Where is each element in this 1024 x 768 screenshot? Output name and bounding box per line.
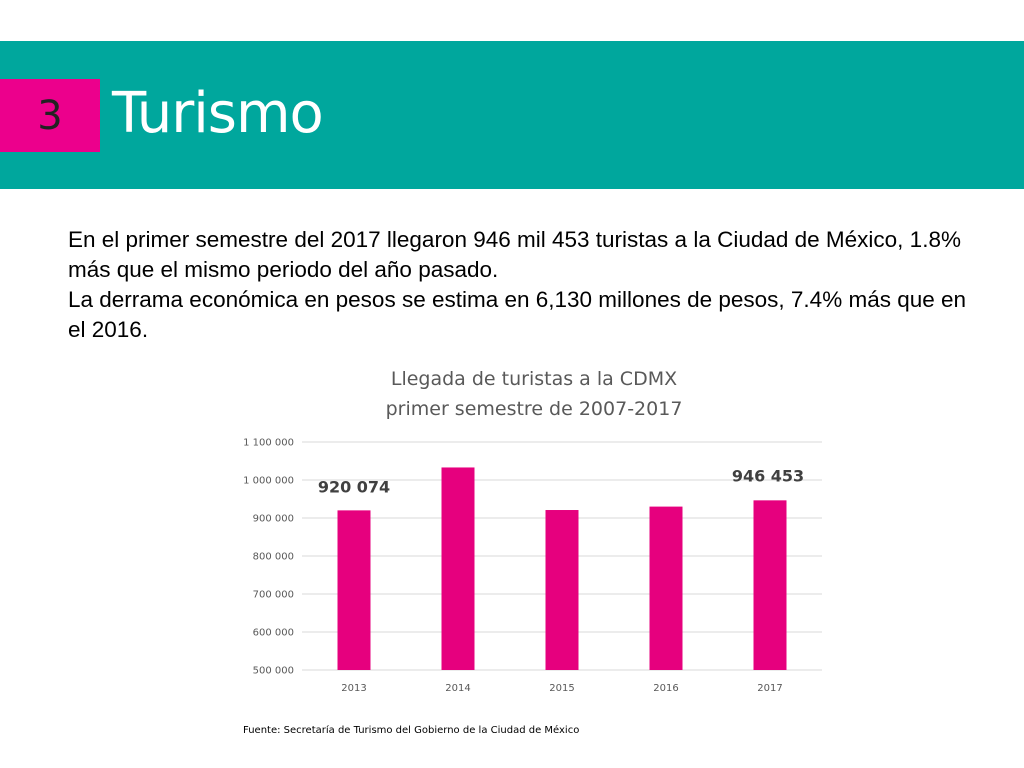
x-tick-label: 2015 xyxy=(549,683,574,694)
y-tick-label: 500 000 xyxy=(253,666,294,677)
y-tick-label: 700 000 xyxy=(253,590,294,601)
data-label-2017: 946 453 xyxy=(732,466,804,485)
summary-paragraph-revenue: La derrama económica en pesos se estima … xyxy=(68,287,967,342)
section-number-badge: 3 xyxy=(0,79,100,152)
y-tick-label: 800 000 xyxy=(253,552,294,563)
summary-paragraph-arrivals: En el primer semestre del 2017 llegaron … xyxy=(68,227,961,282)
chart-heading: Llegada de turistas a la CDMX primer sem… xyxy=(234,364,834,424)
x-tick-label: 2016 xyxy=(653,683,678,694)
chart-title: Llegada de turistas a la CDMX xyxy=(390,368,678,390)
summary-text: En el primer semestre del 2017 llegaron … xyxy=(68,225,968,345)
header-banner xyxy=(0,41,1024,189)
page-title: Turismo xyxy=(112,81,324,146)
y-tick-label: 1 100 000 xyxy=(243,438,294,449)
bar-2015 xyxy=(545,510,579,670)
bar-2014 xyxy=(441,467,475,670)
bar-2016 xyxy=(649,506,683,670)
y-tick-label: 600 000 xyxy=(253,628,294,639)
bar-2017 xyxy=(753,500,787,670)
y-tick-label: 1 000 000 xyxy=(243,476,294,487)
x-tick-label: 2017 xyxy=(757,683,782,694)
chart-subtitle: primer semestre de 2007-2017 xyxy=(385,398,683,420)
x-tick-label: 2014 xyxy=(445,683,470,694)
data-label-2013: 920 074 xyxy=(318,477,390,496)
source-note: Fuente: Secretaría de Turismo del Gobier… xyxy=(243,725,580,736)
bar-2013 xyxy=(337,510,371,670)
x-tick-label: 2013 xyxy=(341,683,366,694)
y-tick-label: 900 000 xyxy=(253,514,294,525)
